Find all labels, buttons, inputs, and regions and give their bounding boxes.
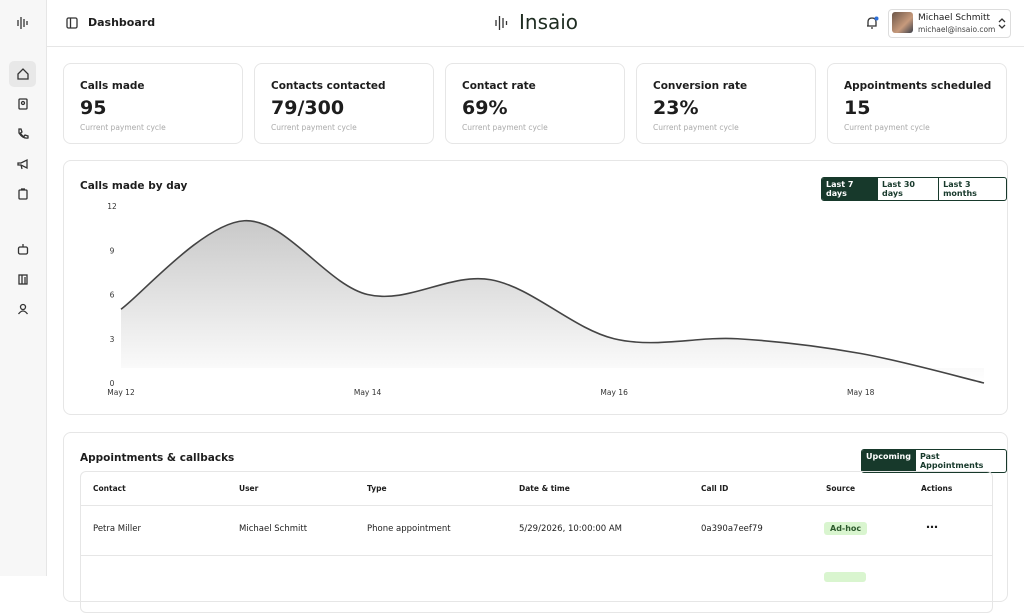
stat-value: 15 [844, 97, 871, 119]
stat-note: Current payment cycle [80, 123, 166, 132]
appointments-card: Appointments & callbacks Upcoming Past Ap… [63, 432, 1008, 613]
stat-value: 95 [80, 97, 107, 119]
nav-contacts[interactable] [17, 98, 29, 110]
column-header: Call ID [701, 484, 729, 493]
table-header [81, 472, 992, 506]
stat-card: Appointments scheduled 15 Current payment … [827, 63, 1007, 144]
stat-value: 23% [653, 97, 699, 119]
stat-card: Contacts contacted 79/300 Current payment … [254, 63, 434, 144]
y-tick-label: 0 [110, 379, 115, 388]
y-tick-label: 12 [107, 202, 117, 211]
stat-card: Calls made 95 Current payment cycle [63, 63, 243, 144]
range-option[interactable]: Last 30 days [876, 178, 938, 200]
nav-bots[interactable] [17, 243, 29, 255]
y-tick-label: 3 [110, 335, 115, 344]
stat-label: Conversion rate [653, 80, 748, 92]
brand-name: Insaio [519, 10, 579, 34]
column-header: User [239, 484, 259, 493]
source-badge: Ad-hoc [824, 522, 868, 535]
stat-card: Conversion rate 23% Current payment cycle [636, 63, 816, 144]
column-header: Source [826, 484, 856, 493]
user-name: Michael Schmitt [918, 13, 991, 23]
y-tick-label: 6 [110, 291, 115, 300]
tab[interactable]: Upcoming [862, 450, 915, 472]
x-tick-label: May 16 [600, 388, 628, 397]
user-email: michael@insaio.com [918, 25, 996, 34]
cell: 5/29/2026, 10:00:00 AM [519, 524, 623, 534]
range-option[interactable]: Last 7 days [822, 178, 877, 200]
nav-company[interactable] [17, 273, 29, 285]
notifications[interactable] [865, 16, 879, 30]
nav-tasks[interactable] [17, 188, 29, 200]
line-area [121, 220, 984, 383]
sidebar-toggle[interactable] [66, 17, 78, 29]
nav-calls[interactable] [17, 128, 29, 140]
column-header: Date & time [519, 484, 570, 493]
column-header: Actions [921, 484, 953, 493]
stat-label: Appointments scheduled [844, 80, 992, 92]
app-logo [17, 17, 28, 29]
appointments-table: Contact User Type Date & time Call ID Source A… [80, 471, 993, 613]
cell: 0a390a7eef79 [701, 524, 763, 534]
chart-title: Calls made by day [80, 180, 188, 192]
nav-campaigns[interactable] [17, 158, 29, 170]
stat-label: Contacts contacted [271, 80, 386, 92]
x-tick-label: May 18 [847, 388, 875, 397]
stat-card: Contact rate 69% Current payment cycle [445, 63, 625, 144]
cell: Phone appointment [367, 524, 451, 534]
chart: Calls made by day 0 3 6 9 12 May 12 May 14 May … [80, 180, 985, 397]
range-option[interactable]: Last 3 months [938, 178, 1006, 200]
top-bar: Dashboard Insaio Michael Schmitt michael… [47, 0, 1024, 47]
stat-label: Calls made [80, 80, 145, 92]
chevron [998, 18, 1006, 29]
cell: Petra Miller [93, 524, 141, 534]
cell: Michael Schmitt [239, 524, 308, 534]
stat-note: Current payment cycle [653, 123, 739, 132]
y-tick-label: 9 [110, 246, 115, 255]
appointment-tabs: Upcoming Past Appointments [861, 449, 1007, 473]
next-row-badge [824, 572, 866, 582]
line [120, 219, 985, 384]
stat-value: 69% [462, 97, 508, 119]
stat-note: Current payment cycle [844, 123, 930, 132]
sidebar [0, 0, 47, 576]
x-tick-label: May 14 [354, 388, 382, 397]
column-header: Type [367, 484, 387, 493]
range-toggle: Last 7 days Last 30 days Last 3 months [821, 177, 1007, 201]
table-row [81, 506, 992, 556]
avatar [892, 12, 913, 33]
stat-note: Current payment cycle [271, 123, 357, 132]
user-menu[interactable]: Michael Schmitt michael@insaio.com [888, 9, 1011, 38]
column-header: Contact [93, 484, 126, 493]
stat-note: Current payment cycle [462, 123, 548, 132]
row-actions[interactable]: ⋯ [926, 520, 938, 534]
appointments-title: Appointments & callbacks [80, 452, 235, 464]
stat-label: Contact rate [462, 80, 536, 92]
nav-home[interactable] [17, 68, 29, 80]
tab[interactable]: Past Appointments [914, 450, 1006, 472]
active-nav[interactable] [9, 61, 36, 87]
page-title: Dashboard [88, 16, 156, 29]
stat-value: 79/300 [271, 97, 345, 119]
x-tick-label: May 12 [107, 388, 135, 397]
nav-user[interactable] [17, 303, 29, 315]
chart-card: Calls made by day 0 3 6 9 12 May 12 May 14 May … [63, 160, 1008, 415]
brand-logo [495, 16, 508, 30]
